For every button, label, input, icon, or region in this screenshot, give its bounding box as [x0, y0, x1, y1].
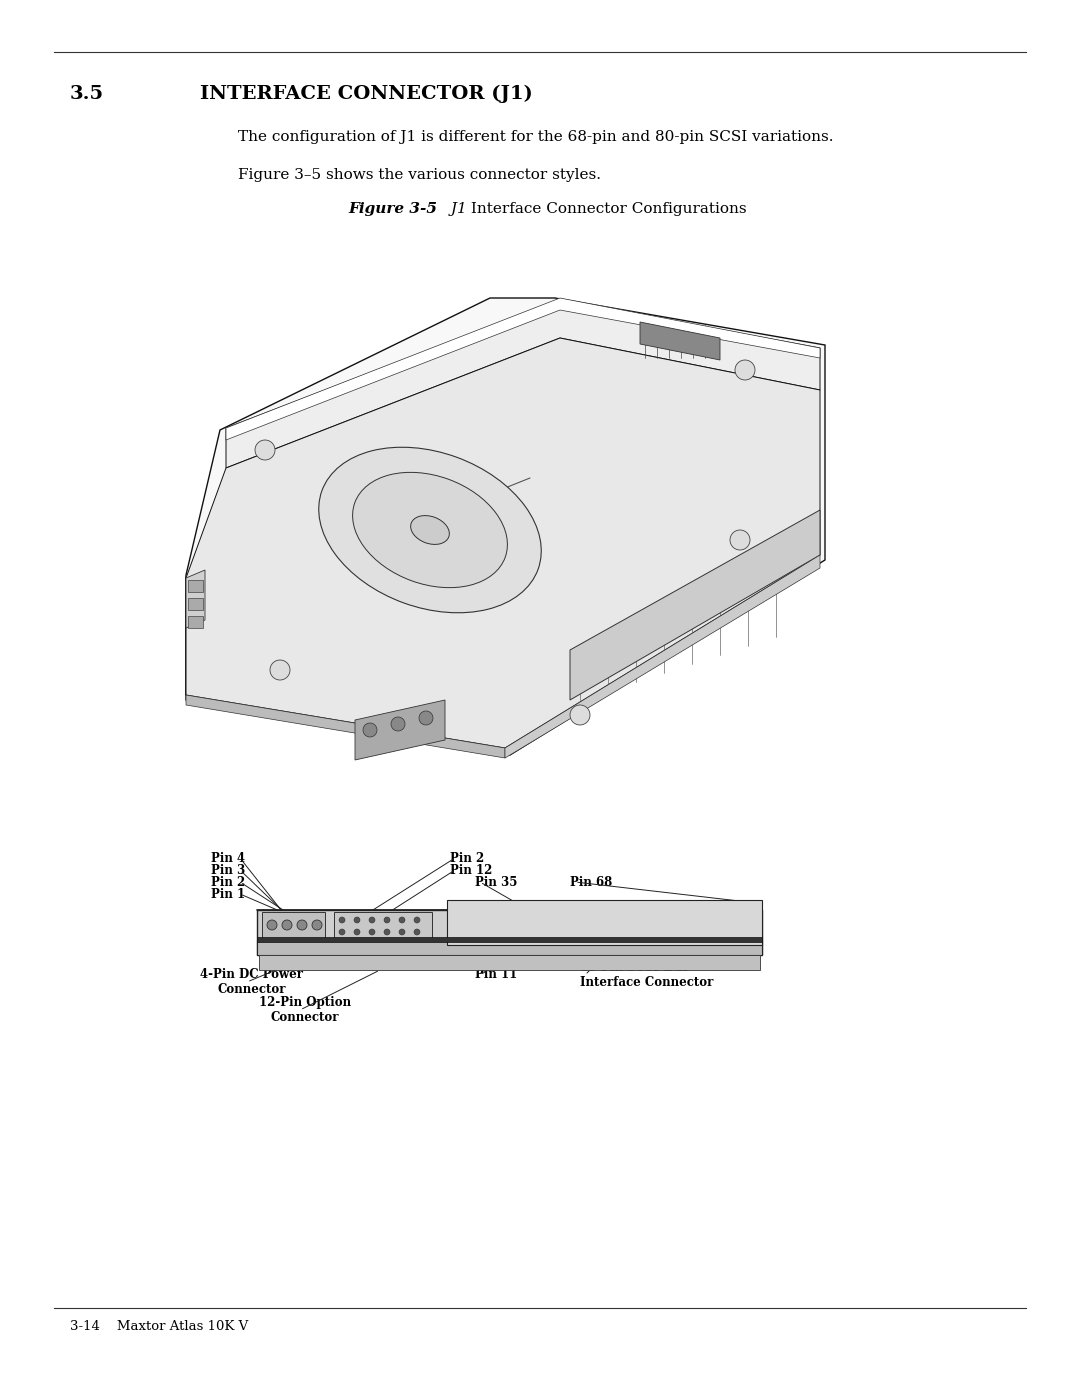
- Polygon shape: [355, 700, 445, 760]
- Text: Interface Connector Configurations: Interface Connector Configurations: [465, 203, 746, 217]
- Circle shape: [384, 916, 390, 923]
- Circle shape: [255, 440, 275, 460]
- Text: Pin 11: Pin 11: [475, 968, 517, 982]
- Polygon shape: [186, 694, 505, 759]
- Polygon shape: [226, 300, 820, 468]
- Circle shape: [297, 921, 307, 930]
- Circle shape: [414, 916, 420, 923]
- Circle shape: [399, 916, 405, 923]
- Circle shape: [312, 921, 322, 930]
- Circle shape: [384, 929, 390, 935]
- Polygon shape: [188, 580, 203, 592]
- Text: 3.5: 3.5: [70, 85, 104, 103]
- Circle shape: [414, 929, 420, 935]
- Polygon shape: [262, 912, 325, 937]
- Polygon shape: [570, 510, 820, 700]
- Text: Figure 3-5: Figure 3-5: [348, 203, 437, 217]
- Polygon shape: [226, 298, 820, 440]
- Polygon shape: [186, 338, 820, 747]
- Text: 3-14    Maxtor Atlas 10K V: 3-14 Maxtor Atlas 10K V: [70, 1320, 248, 1333]
- Circle shape: [354, 929, 360, 935]
- Polygon shape: [186, 300, 820, 747]
- Text: Pin 35: Pin 35: [475, 876, 517, 888]
- Text: Pin 3: Pin 3: [211, 863, 245, 876]
- Text: Pin 1: Pin 1: [475, 954, 509, 967]
- Polygon shape: [334, 912, 432, 937]
- Circle shape: [369, 916, 375, 923]
- Text: The configuration of J1 is different for the 68-pin and 80-pin SCSI variations.: The configuration of J1 is different for…: [238, 130, 834, 144]
- Polygon shape: [257, 937, 762, 942]
- Circle shape: [354, 916, 360, 923]
- Circle shape: [363, 724, 377, 738]
- Polygon shape: [447, 900, 762, 944]
- Text: Pin 2: Pin 2: [211, 876, 245, 888]
- Circle shape: [282, 921, 292, 930]
- Text: Pin 2: Pin 2: [450, 852, 484, 865]
- Text: Figure 3–5 shows the various connector styles.: Figure 3–5 shows the various connector s…: [238, 168, 600, 182]
- Circle shape: [730, 529, 750, 550]
- Ellipse shape: [410, 515, 449, 545]
- Ellipse shape: [352, 472, 508, 588]
- Circle shape: [399, 929, 405, 935]
- Text: INTERFACE CONNECTOR (J1): INTERFACE CONNECTOR (J1): [200, 85, 532, 103]
- Circle shape: [339, 916, 345, 923]
- Polygon shape: [257, 909, 762, 956]
- Polygon shape: [188, 616, 203, 629]
- Circle shape: [270, 659, 291, 680]
- Text: Pin 34: Pin 34: [561, 950, 603, 963]
- Polygon shape: [186, 298, 825, 754]
- Circle shape: [735, 360, 755, 380]
- Circle shape: [369, 929, 375, 935]
- Text: Pin 1: Pin 1: [211, 887, 245, 901]
- Circle shape: [391, 717, 405, 731]
- Polygon shape: [259, 956, 760, 970]
- Ellipse shape: [319, 447, 541, 613]
- Circle shape: [419, 711, 433, 725]
- Polygon shape: [640, 321, 720, 360]
- Text: 68-Pin SCSI-Bus
Interface Connector: 68-Pin SCSI-Bus Interface Connector: [580, 961, 714, 989]
- Polygon shape: [257, 940, 762, 956]
- Circle shape: [570, 705, 590, 725]
- Polygon shape: [186, 570, 205, 629]
- Text: 12-Pin Option
Connector: 12-Pin Option Connector: [259, 996, 351, 1024]
- Text: Pin 12: Pin 12: [450, 863, 492, 876]
- Text: 4-Pin DC Power
Connector: 4-Pin DC Power Connector: [201, 968, 303, 996]
- Text: Pin 1: Pin 1: [315, 954, 350, 967]
- Text: Pin 68: Pin 68: [570, 876, 612, 888]
- Polygon shape: [505, 555, 820, 759]
- Text: J1: J1: [446, 203, 467, 217]
- Polygon shape: [188, 598, 203, 610]
- Text: Pin 4: Pin 4: [211, 852, 245, 865]
- Circle shape: [267, 921, 276, 930]
- Circle shape: [339, 929, 345, 935]
